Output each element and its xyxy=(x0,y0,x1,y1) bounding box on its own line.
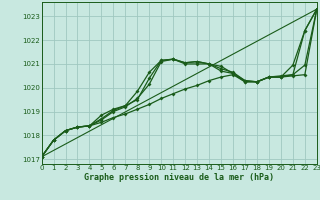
X-axis label: Graphe pression niveau de la mer (hPa): Graphe pression niveau de la mer (hPa) xyxy=(84,173,274,182)
